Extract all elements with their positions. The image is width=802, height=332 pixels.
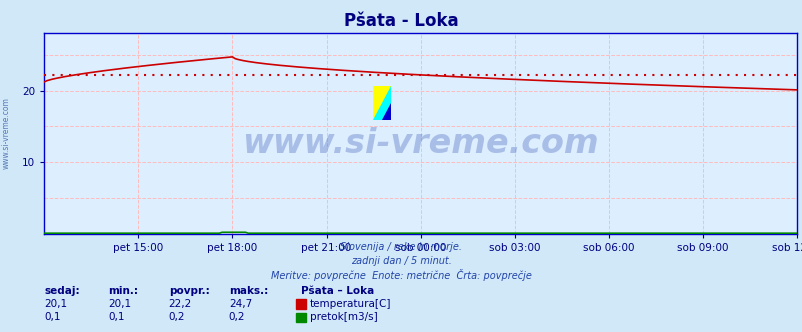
Text: Pšata - Loka: Pšata - Loka	[344, 12, 458, 30]
Text: www.si-vreme.com: www.si-vreme.com	[2, 97, 11, 169]
Text: 0,2: 0,2	[229, 312, 245, 322]
Polygon shape	[382, 103, 391, 120]
Text: Pšata – Loka: Pšata – Loka	[301, 286, 374, 296]
Text: maks.:: maks.:	[229, 286, 268, 296]
Text: temperatura[C]: temperatura[C]	[310, 299, 391, 309]
Text: zadnji dan / 5 minut.: zadnji dan / 5 minut.	[350, 256, 452, 266]
Text: 20,1: 20,1	[108, 299, 132, 309]
Text: 0,1: 0,1	[108, 312, 125, 322]
Text: 20,1: 20,1	[44, 299, 67, 309]
Text: 0,1: 0,1	[44, 312, 61, 322]
Text: Slovenija / reke in morje.: Slovenija / reke in morje.	[340, 242, 462, 252]
Polygon shape	[373, 86, 391, 120]
Text: 24,7: 24,7	[229, 299, 252, 309]
Text: pretok[m3/s]: pretok[m3/s]	[310, 312, 377, 322]
Text: Meritve: povprečne  Enote: metrične  Črta: povprečje: Meritve: povprečne Enote: metrične Črta:…	[271, 269, 531, 281]
Text: www.si-vreme.com: www.si-vreme.com	[242, 127, 598, 160]
Text: povpr.:: povpr.:	[168, 286, 209, 296]
Polygon shape	[373, 86, 391, 120]
Text: min.:: min.:	[108, 286, 138, 296]
Text: 22,2: 22,2	[168, 299, 192, 309]
Text: sedaj:: sedaj:	[44, 286, 79, 296]
Text: 0,2: 0,2	[168, 312, 185, 322]
